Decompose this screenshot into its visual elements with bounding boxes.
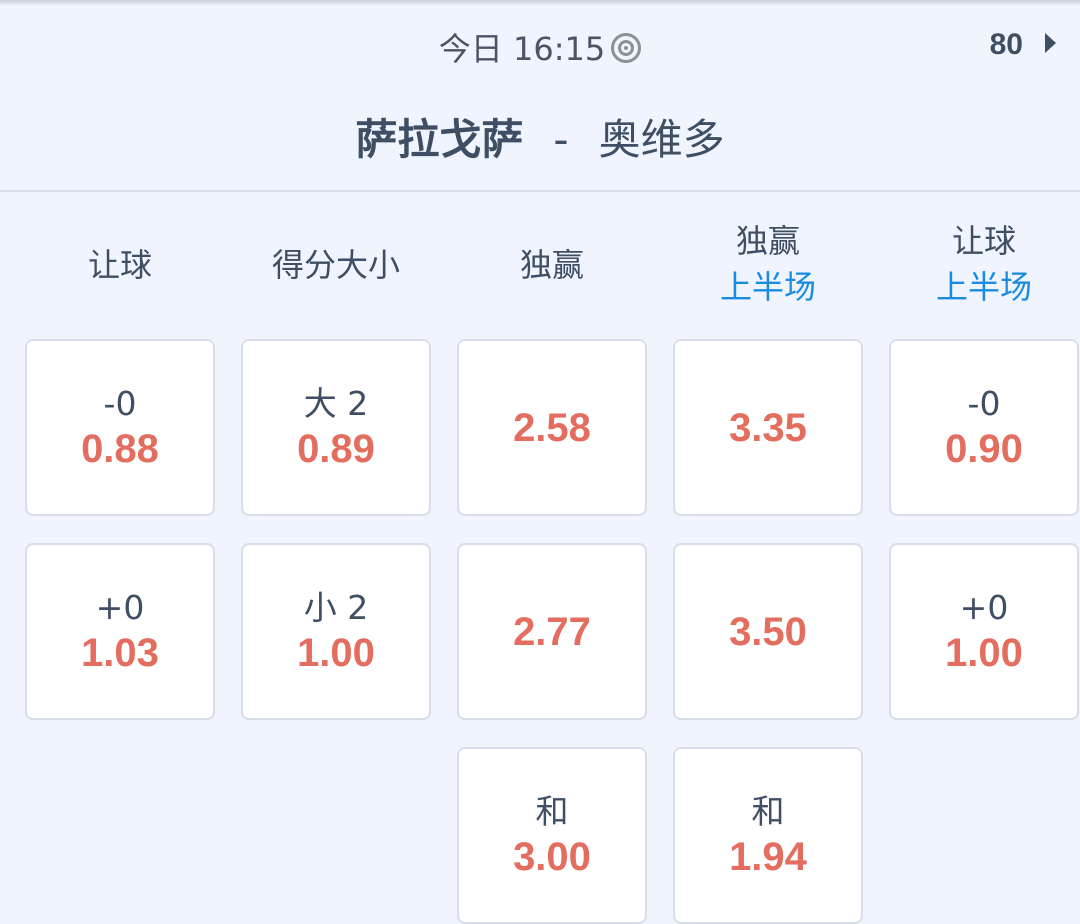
column-subtitle: 上半场 — [935, 268, 1032, 306]
odds-label: -0 — [103, 383, 137, 423]
match-time: 今日 16:15 — [0, 24, 1080, 70]
home-team: 萨拉戈萨 — [355, 115, 524, 164]
odds-label: 小 2 — [303, 587, 369, 627]
odds-button[interactable]: 3.50 — [673, 543, 863, 720]
market-count: 80 — [989, 28, 1023, 61]
odds-value: 2.77 — [513, 609, 591, 654]
column-title: 独赢 — [519, 246, 584, 284]
odds-button[interactable]: -0 0.90 — [889, 339, 1079, 516]
column-title: 让球 — [87, 246, 152, 284]
odds-button[interactable]: 3.35 — [673, 339, 863, 516]
odds-value: 0.88 — [81, 426, 159, 471]
column-title: 独赢 — [735, 222, 800, 260]
odds-value: 3.35 — [729, 405, 807, 450]
odds-value: 1.94 — [729, 834, 807, 879]
column-header: 让球 上半场 — [889, 218, 1079, 310]
odds-value: 3.00 — [513, 834, 591, 879]
more-markets-button[interactable]: 80 — [990, 28, 1056, 62]
odds-label: 和 — [751, 791, 785, 831]
team-separator: - — [553, 115, 569, 164]
odds-value: 2.58 — [513, 405, 591, 450]
divider — [0, 190, 1080, 192]
odds-button[interactable]: 和 1.94 — [673, 747, 863, 924]
odds-value: 0.90 — [945, 426, 1023, 471]
top-shadow — [0, 0, 1080, 6]
odds-button[interactable]: +0 1.00 — [889, 543, 1079, 720]
odds-button[interactable]: 2.58 — [457, 339, 647, 516]
odds-label: -0 — [967, 383, 1001, 423]
odds-button[interactable]: -0 0.88 — [25, 339, 215, 516]
match-title: 萨拉戈萨 - 奥维多 — [0, 106, 1080, 167]
column-header: 得分大小 — [241, 242, 431, 288]
odds-value: 1.00 — [297, 630, 375, 675]
odds-button[interactable]: 小 2 1.00 — [241, 543, 431, 720]
odds-label: 和 — [535, 791, 569, 831]
odds-value: 1.00 — [945, 630, 1023, 675]
live-target-icon — [611, 33, 642, 63]
odds-label: 大 2 — [303, 383, 369, 423]
column-header: 独赢 — [457, 242, 647, 288]
odds-button[interactable]: +0 1.03 — [25, 543, 215, 720]
odds-button[interactable]: 大 2 0.89 — [241, 339, 431, 516]
odds-button[interactable]: 2.77 — [457, 543, 647, 720]
time-text: 今日 16:15 — [438, 30, 606, 68]
odds-value: 3.50 — [729, 609, 807, 654]
odds-value: 0.89 — [297, 426, 375, 471]
column-title: 得分大小 — [271, 246, 400, 284]
odds-value: 1.03 — [81, 630, 159, 675]
odds-label: +0 — [959, 587, 1009, 627]
column-subtitle: 上半场 — [719, 268, 816, 306]
chevron-right-icon — [1045, 33, 1056, 53]
column-header: 让球 — [25, 242, 215, 288]
column-title: 让球 — [951, 222, 1016, 260]
odds-label: +0 — [95, 587, 145, 627]
column-header: 独赢 上半场 — [673, 218, 863, 310]
away-team: 奥维多 — [598, 115, 725, 164]
odds-button[interactable]: 和 3.00 — [457, 747, 647, 924]
